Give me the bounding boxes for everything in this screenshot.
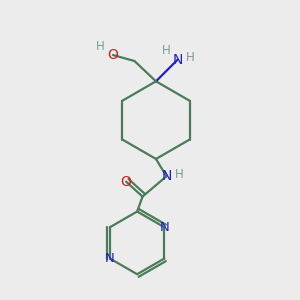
Text: N: N [172,53,183,67]
Text: O: O [107,48,118,62]
Text: N: N [159,221,169,234]
Text: H: H [175,168,183,181]
Text: N: N [105,252,115,265]
Text: H: H [96,40,105,53]
Text: N: N [161,169,172,183]
Text: H: H [162,44,170,57]
Text: H: H [186,51,194,64]
Text: O: O [121,175,131,189]
